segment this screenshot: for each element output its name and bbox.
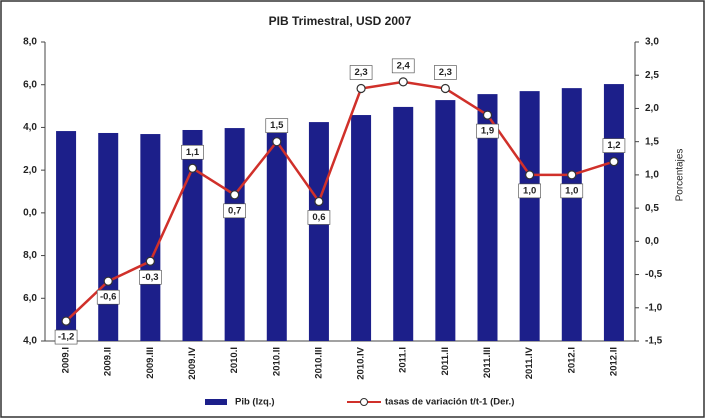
data-label: 1,2 — [607, 140, 620, 151]
label-box — [602, 138, 626, 153]
marker — [145, 256, 155, 266]
label-box — [54, 329, 78, 345]
bar — [435, 100, 456, 341]
x-tick-label: 2011.I — [398, 347, 409, 373]
y2-tick-label: 1,0 — [645, 170, 659, 181]
y-tick-label: 8,0 — [23, 37, 37, 48]
label-box — [96, 289, 120, 305]
y-tick-label: 6,0 — [23, 79, 37, 90]
y2-tick-label: 1,5 — [645, 136, 659, 147]
x-tick-label: 2009.III — [145, 347, 156, 379]
label-box — [434, 65, 457, 80]
label-box — [181, 144, 204, 160]
y2-tick-label: 2,5 — [645, 70, 659, 81]
x-tick-label: 2011.II — [440, 347, 451, 376]
data-label: 2,3 — [354, 67, 367, 78]
y2-tick-label: -1,5 — [645, 336, 663, 347]
x-tick-label: 2009.I — [61, 347, 72, 373]
legend-marker — [360, 398, 368, 406]
marker — [103, 276, 113, 286]
y2-axis-label: Porcentajes — [675, 149, 686, 202]
label-box — [223, 203, 246, 219]
label-box — [560, 183, 584, 199]
marker — [356, 83, 366, 94]
x-tick-label: 2012.I — [566, 347, 577, 373]
line — [65, 80, 615, 322]
marker — [272, 137, 282, 147]
data-label: 0,6 — [312, 212, 325, 223]
x-tick-label: 2010.II — [271, 347, 282, 376]
bar — [224, 128, 245, 341]
x-tick-label: 2010.III — [313, 347, 324, 379]
data-label: 2,3 — [439, 67, 452, 78]
data-label: 1,1 — [186, 147, 200, 158]
legend-label: tasas de variación t/t-1 (Der.) — [385, 397, 514, 408]
y2-tick-label: 2,0 — [645, 103, 659, 114]
data-label: -0,3 — [142, 272, 158, 283]
marker — [398, 77, 408, 87]
data-label: 2,4 — [397, 60, 411, 71]
data-label: 1,9 — [481, 126, 494, 137]
marker — [230, 190, 240, 200]
y-tick-label: 0,0 — [23, 207, 37, 218]
y-tick-label: 4,0 — [23, 122, 37, 133]
marker — [482, 110, 493, 120]
bar — [56, 131, 77, 341]
data-label: 1,0 — [523, 185, 536, 196]
bar — [561, 88, 582, 341]
data-label: -0,6 — [100, 292, 116, 303]
data-label: 0,7 — [228, 205, 241, 216]
label-box — [518, 183, 541, 199]
x-tick-label: 2011.III — [482, 347, 493, 378]
marker — [187, 163, 198, 173]
bar — [140, 134, 161, 341]
data-label: -1,2 — [58, 332, 74, 343]
x-tick-label: 2009.IV — [187, 346, 198, 379]
x-tick-label: 2010.I — [229, 347, 240, 373]
bar — [182, 129, 203, 341]
y-tick-label: 8,0 — [23, 250, 37, 261]
bar — [603, 84, 624, 341]
marker — [609, 157, 619, 167]
label-box — [476, 123, 499, 139]
y2-tick-label: 3,0 — [645, 37, 659, 48]
y2-tick-label: 0,0 — [645, 236, 659, 247]
bar — [308, 122, 329, 341]
x-tick-label: 2010.IV — [356, 346, 367, 379]
y-tick-label: 2,0 — [23, 165, 37, 176]
label-box — [139, 269, 162, 285]
bar — [477, 94, 498, 342]
data-label: 1,5 — [270, 120, 284, 131]
data-label: 1,0 — [565, 185, 578, 196]
x-tick-label: 2012.II — [608, 347, 619, 376]
x-tick-label: 2009.II — [103, 347, 114, 376]
legend-label: Pib (Izq.) — [235, 397, 275, 408]
label-box — [307, 210, 331, 225]
bar — [98, 132, 119, 341]
y2-tick-label: -1,0 — [645, 302, 663, 313]
label-box — [265, 118, 289, 133]
y2-tick-label: -0,5 — [645, 269, 663, 280]
bar — [393, 106, 414, 341]
y-tick-label: 4,0 — [23, 336, 37, 347]
y2-tick-label: 0,5 — [645, 203, 659, 214]
x-tick-label: 2011.IV — [524, 346, 535, 379]
label-box — [349, 65, 373, 80]
marker — [525, 170, 535, 180]
bar — [519, 91, 540, 341]
marker — [567, 170, 577, 180]
label-box — [391, 58, 415, 74]
y-tick-label: 6,0 — [23, 293, 37, 304]
marker — [440, 83, 450, 94]
bar — [351, 115, 372, 341]
marker — [314, 196, 324, 207]
chart-title: PIB Trimestral, USD 2007 — [269, 14, 412, 28]
legend-swatch — [205, 399, 227, 405]
bar — [266, 124, 287, 341]
marker — [61, 316, 71, 326]
